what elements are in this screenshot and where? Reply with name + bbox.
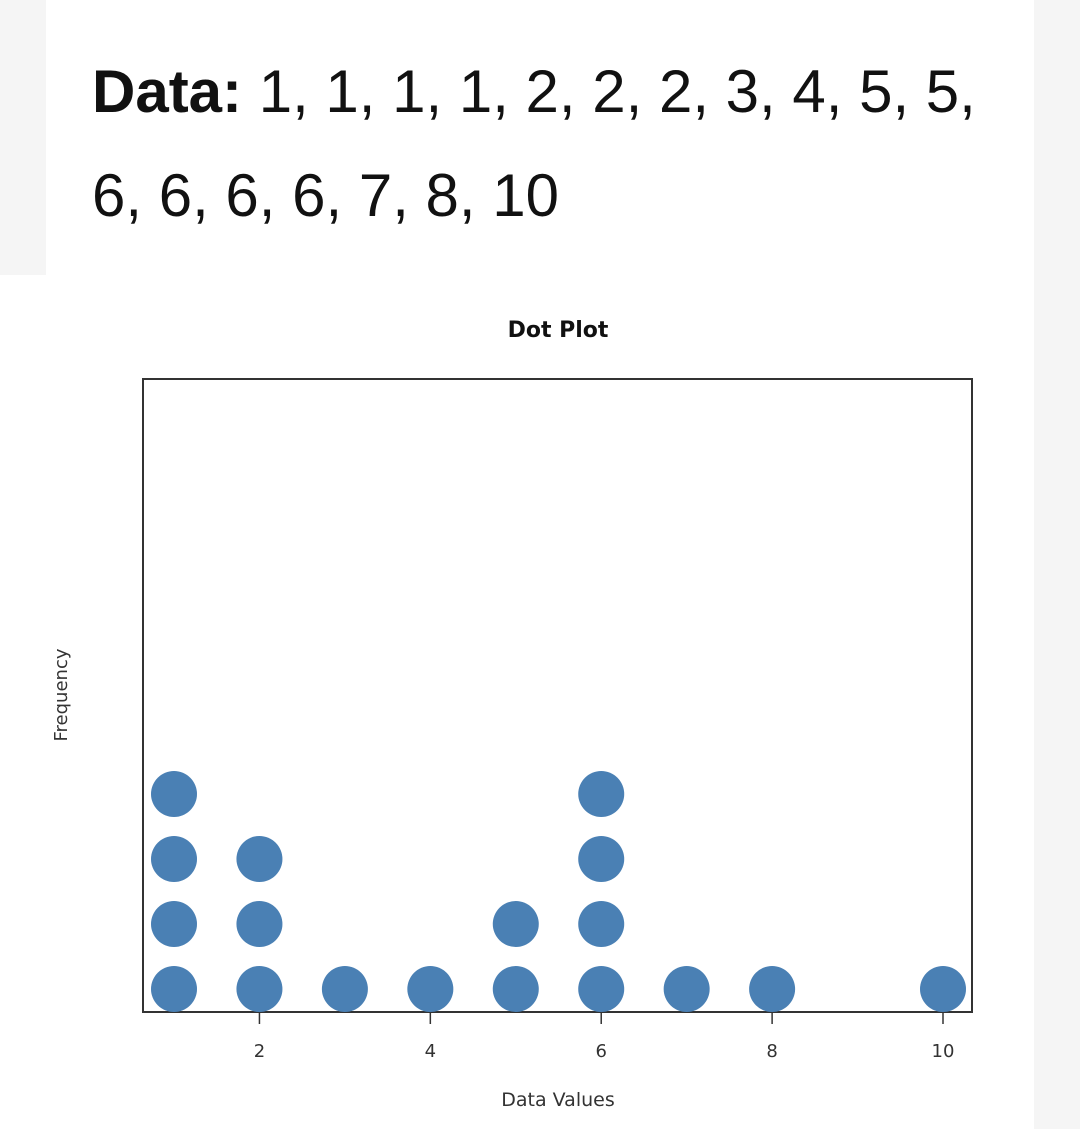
data-label: Data: [92,58,243,125]
x-tick-label-4: 4 [425,1041,436,1062]
dot-x1-3 [151,836,197,882]
dot-x2-3 [236,836,283,882]
dot-x1-1 [151,966,197,1012]
data-values: 1, 1, 1, 1, 2, 2, 2, 3, 4, 5, 5, 6, 6, 6… [92,58,976,229]
dot-x4-1 [407,966,454,1012]
dot-x1-4 [151,771,197,817]
x-axis-label: Data Values [501,1089,614,1111]
dot-x7-1 [663,966,710,1012]
dot-x5-2 [492,901,539,947]
dot-x2-1 [236,966,283,1012]
x-tick-label-6: 6 [595,1041,606,1062]
dot-x6-3 [578,836,625,882]
dot-x1-2 [151,901,197,947]
dot-x5-1 [492,966,539,1012]
dot-x6-2 [578,901,625,947]
dot-x10-1 [920,966,966,1012]
right-margin-strip [1034,0,1080,1129]
chart-title: Dot Plot [508,318,609,343]
dots-group [151,771,966,1012]
left-margin-strip [0,0,46,275]
x-tick-label-2: 2 [254,1041,265,1062]
x-tick-label-8: 8 [766,1041,777,1062]
dot-x8-1 [749,966,796,1012]
y-axis-label: Frequency [51,648,72,741]
dot-x3-1 [321,966,368,1012]
dot-x6-4 [578,771,625,817]
dot-x2-2 [236,901,283,947]
dot-plot-chart: Dot Plot 2 4 6 8 10 Data Values Frequency [51,318,973,1111]
plot-frame [142,378,973,1013]
data-header: Data: 1, 1, 1, 1, 2, 2, 2, 3, 4, 5, 5, 6… [92,40,992,248]
x-tick-label-10: 10 [932,1041,955,1062]
dot-x6-1 [578,966,625,1012]
x-axis-ticks: 2 4 6 8 10 [254,1012,955,1062]
